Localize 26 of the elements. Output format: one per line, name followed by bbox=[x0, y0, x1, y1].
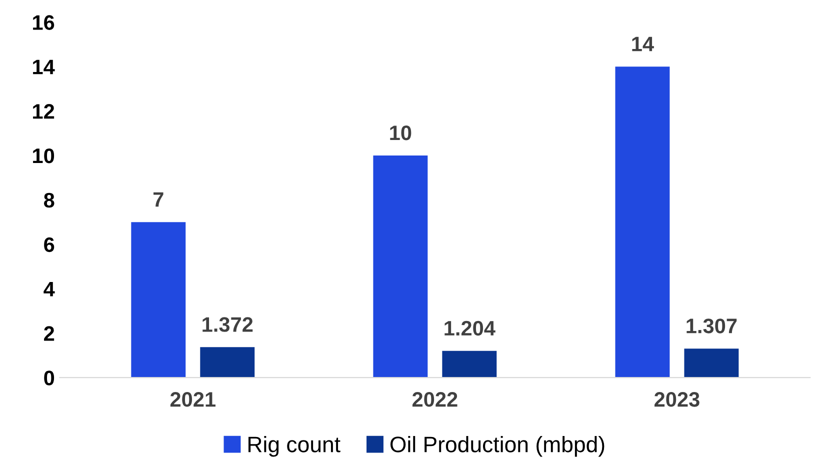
x-tick-label: 2021 bbox=[170, 392, 216, 407]
x-tick-label: 2023 bbox=[654, 392, 700, 407]
y-tick-label: 0 bbox=[44, 370, 54, 386]
bar bbox=[442, 350, 497, 378]
bar bbox=[684, 348, 739, 378]
y-tick-label: 4 bbox=[44, 282, 55, 296]
data-label: 14 bbox=[632, 36, 654, 52]
data-label: 10 bbox=[390, 125, 412, 140]
bar bbox=[200, 347, 255, 378]
data-label: 1.372 bbox=[202, 317, 253, 332]
y-tick-label: 8 bbox=[44, 192, 54, 208]
data-label: 1.204 bbox=[444, 320, 496, 336]
y-tick-label: 2 bbox=[44, 326, 54, 341]
bar bbox=[615, 66, 670, 378]
y-tick-label: 12 bbox=[33, 104, 54, 119]
legend-label: Oil Production (mbpd) bbox=[390, 436, 604, 457]
y-tick-label: 16 bbox=[33, 15, 54, 30]
y-tick-label: 6 bbox=[44, 237, 54, 252]
data-label: 7 bbox=[153, 192, 164, 207]
bar bbox=[131, 222, 186, 378]
x-tick-label: 2022 bbox=[412, 392, 458, 407]
y-tick-label: 14 bbox=[33, 60, 55, 74]
y-tick-label: 10 bbox=[33, 148, 54, 164]
legend-label: Rig count bbox=[248, 436, 340, 457]
data-label: 1.307 bbox=[686, 318, 737, 334]
bar bbox=[373, 155, 428, 378]
